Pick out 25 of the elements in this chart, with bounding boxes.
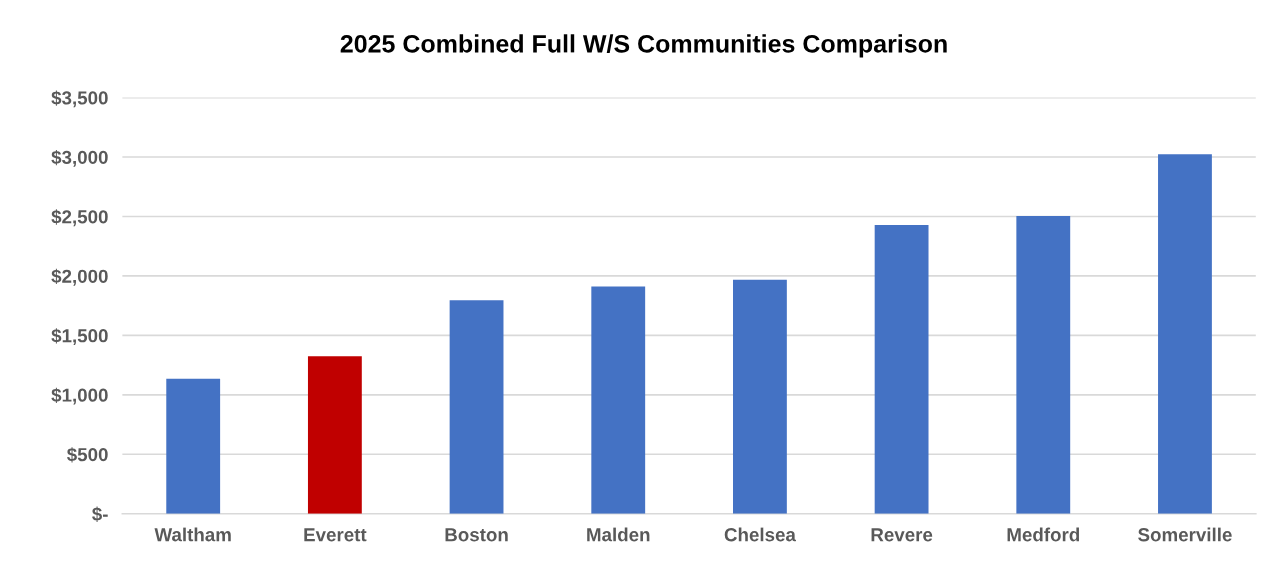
- bar: [874, 225, 929, 514]
- y-tick-label: $500: [67, 447, 108, 463]
- y-tick-label: $-: [92, 506, 108, 522]
- bar: [307, 356, 362, 514]
- y-tick-label: $2,000: [51, 268, 108, 286]
- bar: [166, 378, 221, 514]
- y-tick-label: $3,000: [51, 149, 108, 167]
- x-tick-label: Boston: [445, 528, 508, 542]
- y-tick-label: $2,500: [51, 209, 108, 227]
- bar: [449, 300, 504, 514]
- bar: [733, 279, 787, 514]
- x-tick-label: Medford: [1007, 527, 1080, 542]
- x-tick-label: Malden: [587, 527, 650, 542]
- x-tick-label: Waltham: [154, 527, 231, 542]
- x-tick-label: Somerville: [1138, 527, 1232, 542]
- x-tick-label: Chelsea: [724, 527, 796, 542]
- y-tick-label: $1,000: [51, 387, 108, 405]
- bar: [1016, 216, 1071, 514]
- chart-title: 2025 Combined Full W/S Communities Comparison: [340, 34, 947, 58]
- y-tick-label: $1,500: [51, 328, 108, 346]
- y-tick-label: $3,500: [51, 90, 108, 108]
- x-tick-label: Revere: [871, 528, 933, 542]
- bar: [1158, 154, 1212, 514]
- bar: [591, 286, 646, 514]
- x-tick-label: Everett: [304, 528, 367, 542]
